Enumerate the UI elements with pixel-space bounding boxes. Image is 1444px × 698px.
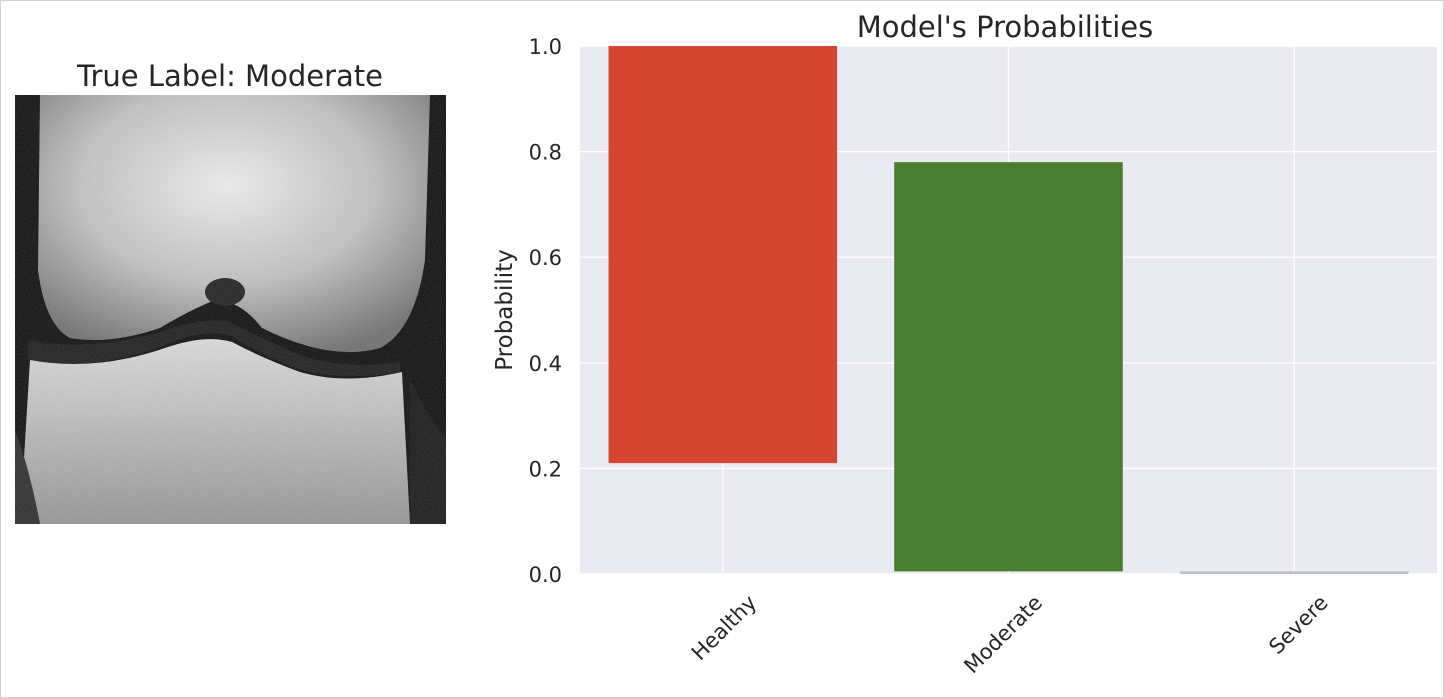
y-tick-label: 0.6 [529,246,562,270]
x-tick-label-healthy: Healthy [687,591,762,666]
y-tick-label: 0.4 [529,352,562,376]
knee-xray-image [15,95,446,524]
bar-severe [1179,571,1409,574]
y-tick-label: 0.0 [529,563,562,587]
y-tick-label: 1.0 [529,35,562,59]
bar-moderate [894,162,1123,572]
bars [608,46,1409,574]
y-tick-label: 0.2 [529,457,562,481]
y-axis-label: Probability [492,249,518,371]
xray-title: True Label: Moderate [76,59,383,93]
chart-title: Model's Probabilities [857,10,1154,44]
bar-healthy [608,46,838,464]
x-tick-labels: Healthy Moderate Severe [687,591,1333,679]
x-tick-label-severe: Severe [1264,591,1332,659]
x-tick-label-moderate: Moderate [959,591,1047,679]
y-tick-label: 0.8 [529,141,562,165]
y-tick-labels: 0.0 0.2 0.4 0.6 0.8 1.0 [529,35,562,587]
